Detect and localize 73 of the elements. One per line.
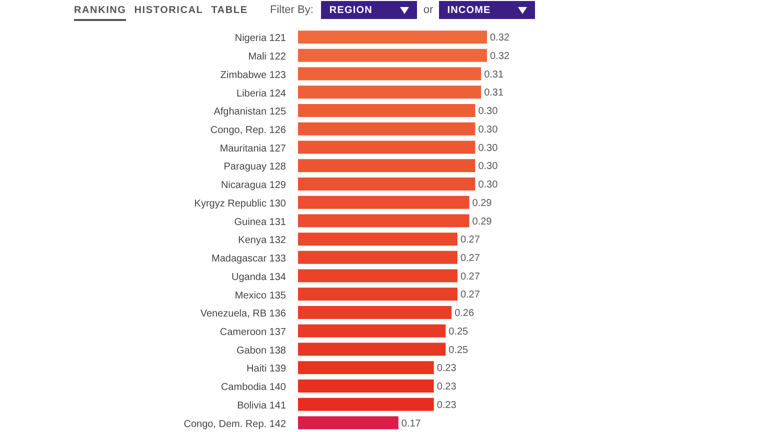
y-tick-label: Cameroon 137 [220, 327, 286, 338]
bar [298, 306, 452, 320]
bar [298, 48, 487, 62]
data-label: 0.27 [460, 234, 480, 246]
y-tick-label: Nigeria 121 [234, 33, 286, 44]
bar [298, 250, 458, 264]
text: RANKING [74, 5, 126, 21]
data-label: 0.23 [436, 382, 457, 393]
y-tick-label: Mexico 135 [234, 290, 286, 302]
text: REGION [329, 4, 372, 16]
data-label: 0.30 [478, 180, 498, 191]
bar [298, 214, 470, 228]
bar [298, 232, 458, 246]
data-label: 0.27 [460, 290, 480, 301]
bar [298, 398, 434, 411]
data-label: 0.30 [478, 161, 498, 172]
data-label: 0.29 [472, 216, 492, 228]
bar [298, 122, 476, 136]
bar [298, 342, 446, 356]
data-label: 0.25 [448, 344, 469, 356]
y-tick-label: Gabon 138 [236, 345, 286, 356]
y-tick-label: Kenya 132 [238, 235, 286, 246]
data-label: 0.23 [436, 363, 457, 374]
bar [298, 196, 470, 209]
bar [298, 288, 458, 301]
y-tick-label: Bolivia 141 [237, 400, 286, 412]
y-tick-label: Mali 122 [248, 52, 286, 63]
data-label: 0.29 [472, 198, 492, 209]
data-label: 0.30 [478, 142, 498, 154]
y-tick-label: Paraguay 128 [224, 162, 286, 173]
y-tick-label: Kyrgyz Republic 130 [194, 198, 286, 210]
bar [298, 416, 398, 430]
data-label: 0.32 [490, 50, 510, 62]
data-label: 0.31 [484, 88, 504, 99]
y-tick-label: Nicaragua 129 [220, 180, 286, 192]
bar [298, 379, 434, 392]
bar [298, 86, 482, 99]
data-label: 0.23 [436, 400, 457, 411]
text: HISTORICAL [134, 5, 204, 18]
y-tick-label: Liberia 124 [236, 88, 286, 100]
y-tick-label: Zimbabwe 123 [220, 70, 286, 81]
bar [298, 104, 476, 118]
bar [298, 269, 458, 282]
data-label: 0.31 [484, 69, 504, 80]
y-tick-label: Madagascar 133 [212, 254, 286, 265]
data-label: 0.30 [478, 106, 498, 118]
text: Filter By: [270, 4, 314, 16]
y-tick-label: Haiti 139 [246, 364, 286, 375]
y-tick-label: Cambodia 140 [220, 382, 286, 394]
y-tick-label: Afghanistan 125 [214, 106, 286, 118]
y-tick-label: Guinea 131 [234, 216, 286, 228]
text: INCOME [447, 4, 491, 16]
text: TABLE [211, 5, 248, 18]
data-label: 0.17 [401, 418, 422, 430]
y-tick-label: Mauritania 127 [220, 143, 286, 154]
y-tick-label: Uganda 134 [232, 272, 286, 283]
bar [298, 30, 487, 44]
data-label: 0.26 [454, 308, 474, 320]
y-tick-label: Congo, Dem. Rep. 142 [184, 418, 286, 430]
bar [298, 67, 482, 80]
data-label: 0.30 [478, 124, 498, 136]
bar [298, 177, 476, 190]
data-label: 0.27 [460, 252, 480, 264]
data-label: 0.27 [460, 271, 480, 282]
bar [298, 140, 476, 154]
text: or [423, 4, 434, 16]
bar [298, 361, 434, 374]
y-tick-label: Congo, Rep. 126 [210, 125, 286, 136]
data-label: 0.32 [490, 32, 510, 44]
data-label: 0.25 [448, 326, 469, 338]
bar [298, 159, 476, 172]
bar [298, 324, 446, 338]
y-tick-label: Venezuela, RB 136 [200, 308, 286, 320]
